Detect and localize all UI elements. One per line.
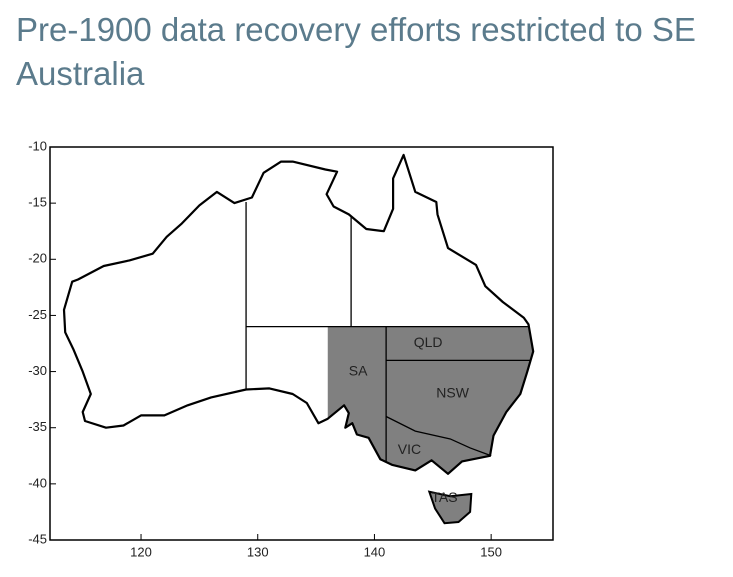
y-tick-label: -10: [28, 138, 47, 153]
region-label: TAS: [431, 489, 457, 505]
region-label: VIC: [398, 441, 421, 457]
x-tick-label: 120: [130, 544, 152, 559]
region-label: NSW: [436, 385, 469, 401]
y-tick-label: -25: [28, 307, 47, 322]
x-tick-label: 140: [364, 544, 386, 559]
region-label: QLD: [414, 334, 443, 350]
y-tick-label: -35: [28, 419, 47, 434]
border: [385, 415, 492, 457]
y-tick-label: -15: [28, 195, 47, 210]
y-tick-label: -20: [28, 251, 47, 266]
x-tick-label: 130: [247, 544, 269, 559]
plot-frame: [49, 146, 554, 541]
region-label: SA: [349, 362, 368, 378]
shaded-region: [327, 326, 534, 474]
shaded-region: [427, 490, 473, 525]
y-tick-label: -30: [28, 363, 47, 378]
title: Pre-1900 data recovery efforts restricte…: [16, 11, 696, 92]
y-tick-label: -45: [28, 531, 47, 546]
y-tick-label: -40: [28, 475, 47, 490]
x-tick-label: 150: [480, 544, 502, 559]
coastline: [62, 153, 535, 475]
